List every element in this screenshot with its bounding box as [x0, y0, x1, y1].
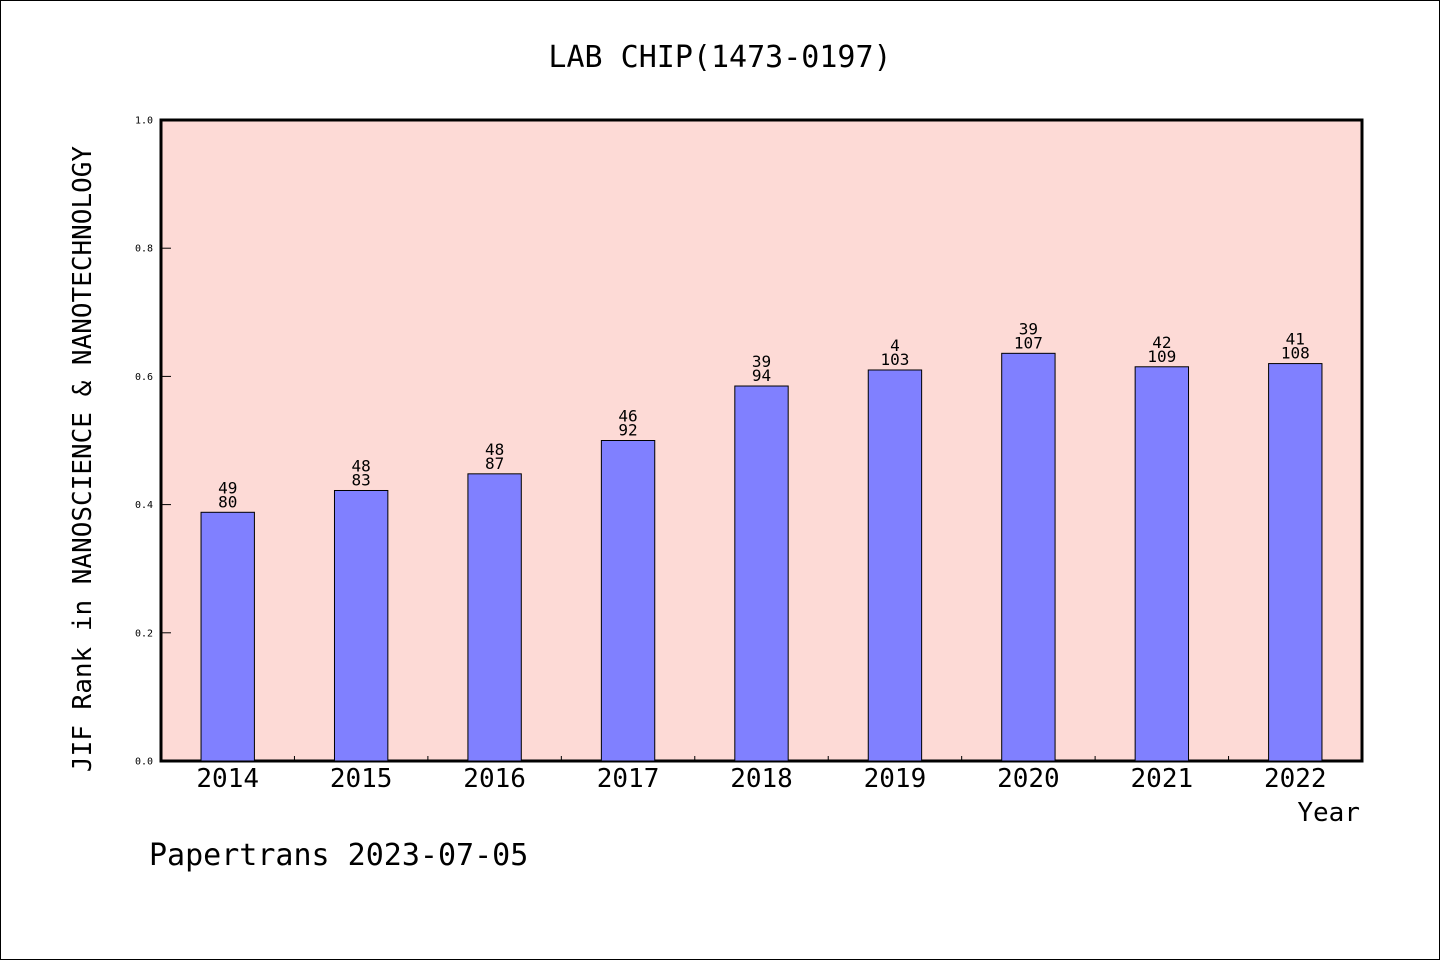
x-tick-label-2017: 2017 [597, 764, 660, 794]
y-tick-label-0.6: 0.6 [135, 372, 153, 383]
bar-rank-label-2017: 46 [618, 407, 637, 426]
bar-rank-label-2020: 39 [1019, 319, 1038, 338]
bar-rank-label-2018: 39 [752, 352, 771, 371]
bar-2014 [200, 511, 255, 762]
x-tick-label-2022: 2022 [1264, 764, 1327, 794]
y-tick-label-0.2: 0.2 [135, 628, 153, 639]
bar-total-label-2014: 80 [218, 492, 237, 511]
x-tick-label-2015: 2015 [330, 764, 393, 794]
bar-rank-label-2014: 49 [218, 478, 237, 497]
y-tick-label-0.4: 0.4 [135, 500, 153, 511]
bar-rank-label-2021: 42 [1152, 333, 1171, 352]
bar-rank-label-2016: 48 [485, 440, 504, 459]
x-tick-label-2018: 2018 [730, 764, 793, 794]
bar-total-label-2016: 87 [485, 454, 504, 473]
bar-total-label-2015: 83 [352, 470, 371, 489]
bar-rank-label-2019: 4 [890, 336, 900, 355]
bar-total-label-2022: 108 [1281, 344, 1310, 363]
bar-total-label-2020: 107 [1014, 333, 1043, 352]
bar-2022 [1268, 363, 1323, 762]
bar-total-label-2019: 103 [880, 350, 909, 369]
bar-2017 [600, 440, 656, 762]
y-tick-label-0.0: 0.0 [135, 757, 153, 768]
bar-rank-label-2015: 48 [352, 456, 371, 475]
y-tick-label-1.0: 1.0 [135, 116, 153, 127]
bar-total-label-2021: 109 [1147, 347, 1176, 366]
x-tick-label-2014: 2014 [196, 764, 259, 794]
x-tick-label-2019: 2019 [864, 764, 927, 794]
bar-2020 [1001, 352, 1056, 762]
bar-2015 [333, 489, 389, 762]
x-tick-label-2016: 2016 [463, 764, 526, 794]
footer-credit: Papertrans 2023-07-05 [149, 838, 528, 873]
x-axis: 2014 2015 2016 2017 2018 2019 2020 2021 2022 [196, 756, 1327, 794]
bar-total-label-2017: 92 [618, 421, 637, 440]
x-tick-label-2020: 2020 [997, 764, 1060, 794]
chart-title: LAB CHIP(1473-0197) [548, 40, 891, 75]
bar-2016 [467, 473, 522, 762]
bar-total-label-2018: 94 [752, 366, 771, 385]
bar-2021 [1134, 366, 1190, 762]
x-tick-label-2021: 2021 [1131, 764, 1194, 794]
y-axis: 0.0 0.2 0.4 0.6 0.8 1.0 [135, 116, 171, 768]
y-axis-title: JIF Rank in NANOSCIENCE & NANOTECHNOLOGY [68, 146, 98, 772]
bar-2019 [867, 369, 923, 762]
bar-2018 [734, 385, 789, 762]
x-axis-title: Year [1297, 798, 1360, 828]
y-tick-label-0.8: 0.8 [135, 244, 153, 255]
bar-rank-label-2022: 41 [1286, 330, 1305, 349]
